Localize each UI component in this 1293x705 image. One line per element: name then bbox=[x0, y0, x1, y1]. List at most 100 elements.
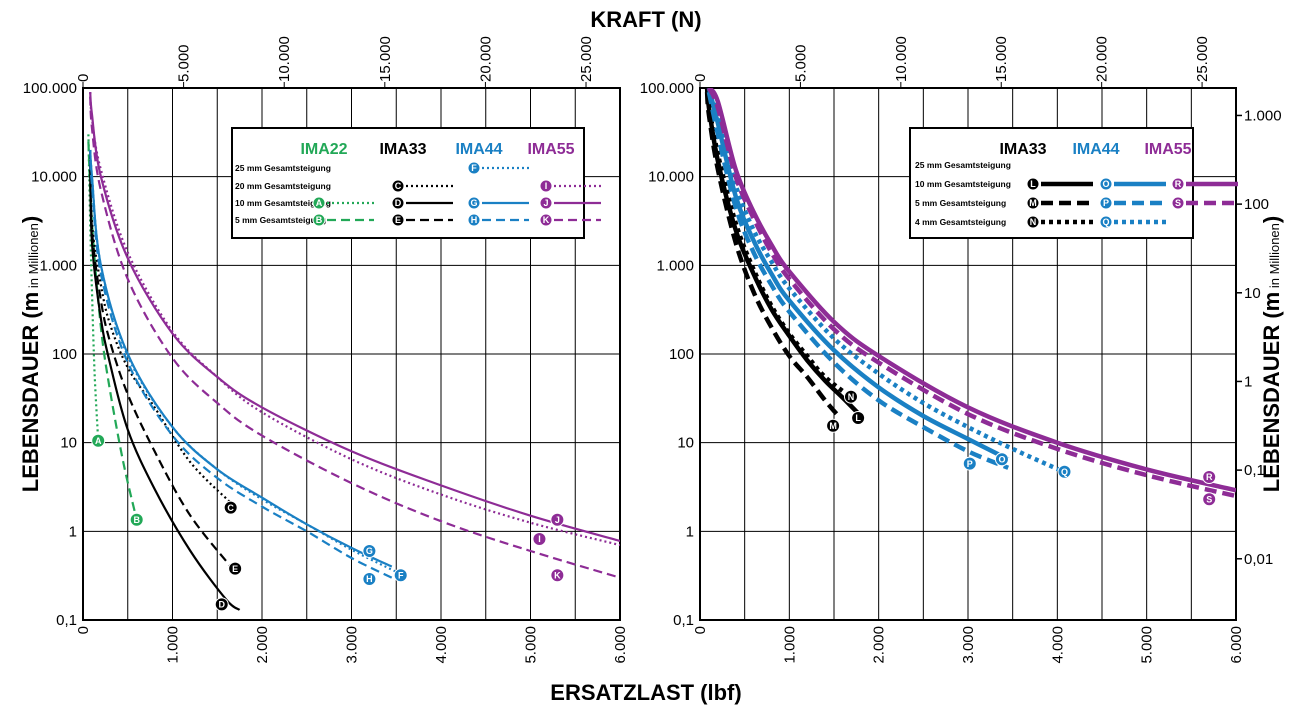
marker-N bbox=[843, 389, 858, 404]
legend-marker-C bbox=[391, 179, 405, 193]
legend-marker-label-A: A bbox=[316, 198, 323, 208]
top-axis-title: KRAFT (N) bbox=[590, 7, 701, 32]
legend-marker-N bbox=[1026, 215, 1040, 229]
y-axis-title: LEBENSDAUER (m in Millionen) bbox=[18, 216, 43, 492]
x-tick-label: 2.000 bbox=[254, 626, 271, 664]
x-tick-label: 0 bbox=[75, 626, 92, 634]
legend-marker-Q bbox=[1099, 215, 1113, 229]
legend-marker-P bbox=[1099, 196, 1113, 210]
marker-label-S: S bbox=[1206, 494, 1212, 504]
marker-P bbox=[962, 456, 977, 471]
y-axis-title-close: ) bbox=[1259, 216, 1284, 223]
bottom-axis-title: ERSATZLAST (lbf) bbox=[550, 680, 741, 705]
marker-Q bbox=[1057, 464, 1072, 479]
series-group bbox=[704, 88, 1236, 499]
legend-marker-label-B: B bbox=[316, 215, 323, 225]
x2-tick-label: 0 bbox=[692, 74, 709, 82]
marker-label-N: N bbox=[848, 392, 855, 402]
y-tick-label: 10 bbox=[677, 435, 694, 452]
legend-marker-H bbox=[467, 213, 481, 227]
x-tick-label: 4.000 bbox=[433, 626, 450, 664]
legend-header-IMA33: IMA33 bbox=[999, 141, 1046, 158]
x2-tick-label: 25.000 bbox=[578, 36, 595, 82]
legend-marker-label-Q: Q bbox=[1102, 217, 1109, 227]
marker-B bbox=[129, 512, 144, 527]
legend-row-label: 5 mm Gesamtsteigung bbox=[235, 215, 326, 225]
legend: IMA33 IMA44 IMA55 25 mm Gesamtsteigung 10 mm… bbox=[909, 127, 1238, 239]
y-tick-label: 10 bbox=[60, 435, 77, 452]
y2-tick-label: 0,01 bbox=[1244, 551, 1273, 568]
legend-marker-label-K: K bbox=[543, 215, 550, 225]
legend-marker-A bbox=[312, 196, 326, 210]
marker-label-E: E bbox=[232, 564, 238, 574]
x-tick-label: 5.000 bbox=[523, 626, 540, 664]
legend-marker-label-I: I bbox=[545, 181, 548, 191]
marker-D bbox=[214, 597, 229, 612]
marker-G bbox=[362, 544, 377, 559]
marker-label-P: P bbox=[967, 459, 973, 469]
legend-marker-M bbox=[1026, 196, 1040, 210]
legend-marker-label-F: F bbox=[471, 163, 477, 173]
y2-tick-label: 1 bbox=[1244, 373, 1252, 390]
legend-row-label: 10 mm Gesamtsteigung bbox=[235, 198, 331, 208]
legend-marker-label-S: S bbox=[1175, 198, 1181, 208]
legend-marker-label-N: N bbox=[1030, 217, 1037, 227]
y-tick-label: 1 bbox=[686, 523, 694, 540]
legend-marker-R bbox=[1171, 177, 1185, 191]
x2-tick-label: 20.000 bbox=[477, 36, 494, 82]
x-tick-label: 1.000 bbox=[165, 626, 182, 664]
x-tick-label: 0 bbox=[692, 626, 709, 634]
legend-marker-L bbox=[1026, 177, 1040, 191]
x2-tick-label: 25.000 bbox=[1194, 36, 1211, 82]
legend-marker-label-M: M bbox=[1029, 198, 1037, 208]
x2-tick-label: 15.000 bbox=[993, 36, 1010, 82]
series-group bbox=[87, 92, 620, 611]
x-tick-label: 4.000 bbox=[1049, 626, 1066, 664]
legend-header-IMA33: IMA33 bbox=[379, 141, 426, 158]
legend-header-IMA55: IMA55 bbox=[527, 141, 574, 158]
right-chart: 0 1.000 2.000 3.000 4.000 5.000 6.000 0 5.000 10.… bbox=[640, 36, 1284, 663]
legend-marker-label-J: J bbox=[543, 198, 548, 208]
y-tick-label: 0,1 bbox=[673, 612, 694, 629]
y-tick-label: 1.000 bbox=[656, 257, 694, 274]
series-line-J bbox=[89, 92, 620, 542]
legend-row-label: 5 mm Gesamtsteigung bbox=[915, 198, 1006, 208]
legend-marker-D bbox=[391, 196, 405, 210]
y-axis-title-main: LEBENSDAUER (m bbox=[18, 292, 43, 492]
legend-row-label: 10 mm Gesamtsteigung bbox=[915, 179, 1011, 189]
marker-label-D: D bbox=[218, 600, 225, 610]
y-axis-title-sub: in Millionen bbox=[1267, 223, 1282, 292]
y-tick-label: 10.000 bbox=[648, 169, 694, 186]
y-axis-title-close: ) bbox=[18, 216, 43, 223]
series-line-K bbox=[89, 96, 620, 579]
y-tick-label: 0,1 bbox=[56, 612, 77, 629]
legend-header-IMA44: IMA44 bbox=[1072, 141, 1119, 158]
x-tick-label: 3.000 bbox=[344, 626, 361, 664]
y-axis-title-sub: in Millionen bbox=[26, 223, 41, 292]
series-line-H bbox=[89, 161, 393, 579]
x2-tick-label: 5.000 bbox=[176, 44, 193, 82]
legend-marker-J bbox=[539, 196, 553, 210]
marker-label-L: L bbox=[855, 413, 861, 423]
marker-label-J: J bbox=[555, 515, 560, 525]
marker-label-R: R bbox=[1206, 472, 1213, 482]
x2-tick-label: 20.000 bbox=[1094, 36, 1111, 82]
legend-header-IMA22: IMA22 bbox=[300, 141, 347, 158]
legend-marker-label-O: O bbox=[1102, 179, 1109, 189]
marker-label-G: G bbox=[366, 546, 373, 556]
y-axis-title: LEBENSDAUER (m in Millionen) bbox=[1259, 216, 1284, 492]
legend-marker-E bbox=[391, 213, 405, 227]
legend-marker-G bbox=[467, 196, 481, 210]
marker-I bbox=[532, 531, 547, 546]
y-tick-label: 100.000 bbox=[23, 80, 77, 97]
marker-L bbox=[851, 410, 866, 425]
marker-O bbox=[994, 452, 1009, 467]
legend-row-label: 25 mm Gesamtsteigung bbox=[915, 160, 1011, 170]
marker-label-H: H bbox=[366, 574, 373, 584]
legend-marker-label-P: P bbox=[1103, 198, 1109, 208]
y-tick-label: 1.000 bbox=[39, 257, 77, 274]
x-tick-label: 5.000 bbox=[1139, 626, 1156, 664]
legend-marker-B bbox=[312, 213, 326, 227]
